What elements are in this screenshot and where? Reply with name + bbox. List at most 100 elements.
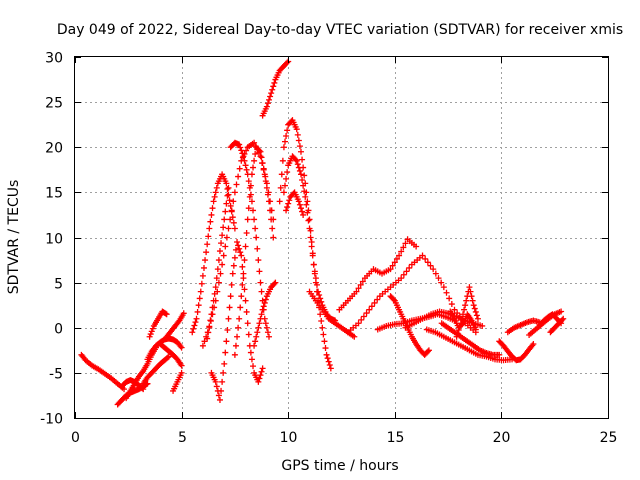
data-point [293,157,300,164]
data-point [191,322,198,329]
series-arc-10 [170,369,185,394]
data-point [468,293,475,300]
data-point [196,295,203,302]
data-point [226,304,233,311]
data-point [234,333,241,340]
data-point [253,234,260,241]
data-point [234,239,241,246]
data-point [252,151,259,158]
data-point [296,167,303,174]
data-point [222,349,229,356]
data-point [251,216,258,223]
series-arc-23 [336,236,420,313]
data-point [402,240,409,247]
data-point [215,279,222,286]
data-point [242,243,249,250]
data-point [453,333,460,340]
data-point [242,162,249,169]
data-point [257,279,264,286]
series-arc-6 [144,335,185,363]
y-tick-label: 0 [54,322,63,338]
data-point [467,288,474,295]
data-point [276,198,283,205]
data-point [243,166,250,173]
axis-ticks [75,57,609,419]
data-point [358,316,365,323]
data-point [238,252,245,259]
data-point [262,296,269,303]
data-point [263,103,270,110]
series-arc-32 [496,338,537,364]
data-point [223,338,230,345]
data-point [374,296,381,303]
data-point [232,246,239,253]
data-point [222,208,229,215]
data-point [360,313,367,320]
data-point [319,324,326,331]
data-point [235,242,242,249]
data-point [219,261,226,268]
data-point [224,192,231,199]
data-point [268,216,275,223]
data-point [286,197,293,204]
data-point [425,347,432,354]
x-tick-label: 0 [71,430,80,446]
data-point [302,193,309,200]
data-point [299,176,306,183]
data-point [363,310,370,317]
data-point [479,322,486,329]
data-point [263,324,270,331]
x-tick-label: 25 [600,430,618,446]
data-point [262,320,269,327]
data-point [387,266,394,273]
data-point [209,304,216,311]
data-point [427,262,434,269]
data-point [451,306,458,313]
data-point [455,327,462,334]
data-point [351,333,358,340]
data-point [229,270,236,277]
data-point [223,234,230,241]
series-arc-19 [276,117,334,372]
data-point [238,293,245,300]
data-point [419,252,426,259]
data-point [473,312,480,319]
data-point [293,126,300,133]
data-point [268,90,275,97]
data-point [178,344,185,351]
data-point [208,211,215,218]
data-point [231,189,238,196]
data-point [496,351,503,358]
data-point [323,351,330,358]
data-point [247,182,254,189]
plot-frame [74,56,609,419]
data-point [321,338,328,345]
data-point [324,355,331,362]
data-point [216,248,223,255]
data-point [231,254,238,261]
data-point [211,290,218,297]
data-point [219,232,226,239]
data-point [250,207,257,214]
data-point [255,257,262,264]
data-point [235,324,242,331]
y-tick-label: 25 [45,96,63,112]
data-point [231,225,238,232]
data-point [241,286,248,293]
data-point [284,127,291,134]
data-point [463,297,470,304]
data-point [400,244,407,251]
data-point [225,184,232,191]
data-point [237,304,244,311]
data-point [230,262,237,269]
data-point [422,255,429,262]
data-point [237,144,244,151]
data-point [212,378,219,385]
data-point [238,147,245,154]
data-point [359,278,366,285]
data-point [218,240,225,247]
data-point [435,275,442,282]
data-point [266,96,273,103]
